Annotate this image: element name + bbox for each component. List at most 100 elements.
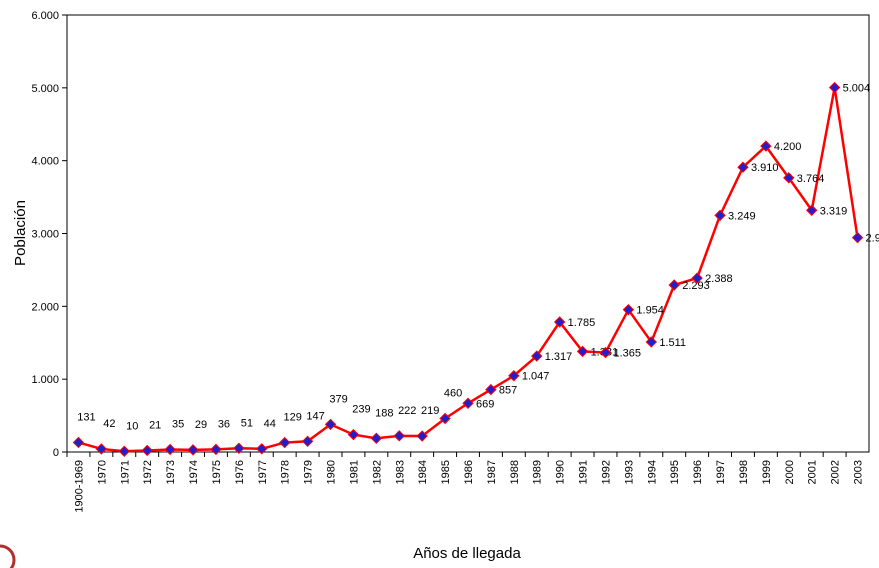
data-label: 35: [172, 418, 184, 430]
data-label: 1.511: [659, 337, 686, 349]
marker: [760, 140, 772, 152]
x-tick-label: 1989: [532, 460, 544, 484]
x-tick-label: 2003: [853, 460, 865, 484]
x-tick-label: 1977: [257, 460, 269, 484]
marker: [141, 444, 153, 457]
marker: [164, 443, 176, 456]
y-tick-label: 1.000: [31, 374, 59, 386]
y-tick-label: 2.000: [31, 301, 59, 313]
y-tick-label: 6.000: [31, 10, 59, 22]
data-label: 1.365: [613, 348, 641, 360]
marker: [278, 436, 291, 449]
marker: [691, 272, 703, 284]
x-tick-label: 1973: [165, 460, 177, 484]
data-label: 3.249: [728, 210, 756, 222]
x-tick-label: 1990: [555, 460, 567, 484]
marker: [851, 231, 864, 244]
data-label: 4.200: [774, 141, 802, 153]
data-label: 1.047: [522, 371, 550, 383]
marker: [828, 81, 841, 94]
data-label: 5.004: [843, 83, 871, 95]
x-tick-label: 1988: [509, 460, 521, 484]
y-tick-label: 4.000: [31, 156, 59, 168]
data-label: 222: [398, 405, 416, 417]
y-tick-label: 0: [53, 447, 59, 459]
data-label: 21: [149, 419, 161, 431]
marker: [370, 432, 383, 445]
data-label: 129: [284, 412, 302, 424]
data-label: 460: [444, 387, 462, 399]
x-axis-label: Años de llegada: [413, 545, 521, 562]
marker: [485, 383, 497, 396]
data-label: 131: [77, 411, 95, 423]
marker: [118, 445, 130, 457]
x-tick-label: 1981: [348, 460, 360, 484]
x-tick-label: 1900-1969: [73, 460, 85, 513]
x-tick-label: 1992: [600, 460, 612, 484]
x-tick-label: 1976: [234, 460, 246, 484]
x-tick-label: 1987: [486, 460, 498, 484]
x-tick-label: 1983: [394, 460, 406, 484]
x-tick-label: 1975: [211, 460, 223, 484]
x-tick-label: 1979: [303, 460, 315, 484]
y-axis-label: Población: [12, 200, 29, 266]
marker: [439, 412, 451, 425]
x-tick-label: 1996: [692, 460, 704, 484]
marker: [508, 370, 520, 382]
marker: [462, 397, 474, 409]
x-tick-label: 2000: [784, 460, 796, 484]
x-tick-label: 1974: [188, 460, 200, 484]
data-label: 51: [241, 417, 253, 429]
data-label: 239: [352, 404, 370, 416]
marker: [233, 442, 245, 454]
marker: [210, 443, 222, 456]
x-tick-label: 1980: [326, 460, 338, 484]
data-label: 219: [421, 405, 439, 417]
y-tick-label: 5.000: [31, 83, 59, 95]
x-tick-label: 1982: [371, 460, 383, 484]
marker: [783, 172, 795, 184]
data-label: 2.293: [682, 280, 710, 292]
x-tick-label: 1995: [669, 460, 681, 484]
x-tick-label: 1999: [761, 460, 773, 484]
x-tick-label: 1978: [280, 460, 292, 484]
x-tick-label: 1991: [578, 460, 590, 484]
marker: [324, 418, 337, 431]
data-label: 29: [195, 419, 207, 431]
plot-frame: [66, 14, 870, 453]
marker: [531, 350, 543, 362]
data-label: 42: [103, 418, 115, 430]
data-label: 10: [126, 420, 138, 432]
x-tick-label: 1993: [623, 460, 635, 484]
marker: [187, 444, 199, 456]
y-tick-label: 3.000: [31, 229, 59, 241]
marker: [72, 436, 85, 449]
marker: [576, 345, 589, 358]
data-label: 44: [264, 418, 276, 430]
logo: [0, 544, 16, 568]
marker: [553, 316, 566, 328]
marker: [599, 346, 612, 359]
x-tick-label: 1984: [417, 460, 429, 484]
marker: [256, 443, 268, 455]
data-label: 3.319: [820, 205, 848, 217]
data-label: 1.954: [636, 305, 664, 317]
marker: [393, 430, 405, 442]
marker: [806, 204, 818, 216]
marker: [737, 161, 749, 173]
data-label: 1.317: [545, 351, 573, 363]
data-label: 857: [499, 385, 517, 397]
data-label: 2.388: [705, 273, 733, 285]
marker: [622, 303, 635, 316]
marker: [301, 435, 314, 448]
marker: [714, 209, 726, 222]
marker: [416, 430, 428, 442]
data-label: 147: [306, 410, 324, 422]
x-tick-label: 1986: [463, 460, 475, 484]
marker: [668, 279, 680, 291]
data-label: 3.764: [797, 173, 825, 185]
x-tick-label: 2002: [830, 460, 842, 484]
marker: [347, 428, 360, 441]
marker: [645, 336, 658, 348]
